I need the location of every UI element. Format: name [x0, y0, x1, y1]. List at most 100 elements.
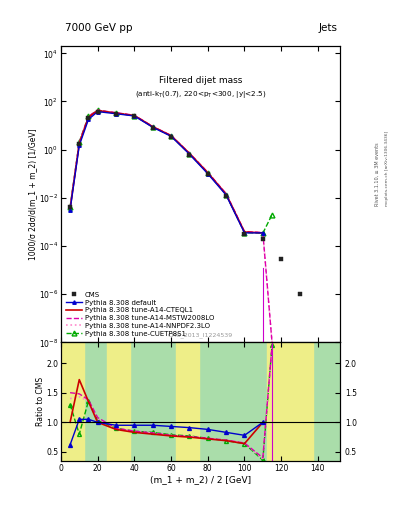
- Pythia 8.308 tune-A14-NNPDF2.3LO: [187, 150, 192, 156]
- Text: Rivet 3.1.10, ≥ 3M events: Rivet 3.1.10, ≥ 3M events: [375, 142, 380, 206]
- Pythia 8.308 tune-A14-CTEQL1: [242, 229, 247, 235]
- Pythia 8.308 tune-CUETP8S1: [187, 151, 192, 157]
- Pythia 8.308 tune-CUETP8S1: [151, 124, 155, 130]
- Pythia 8.308 tune-A14-MSTW2008LO: [132, 112, 137, 118]
- Pythia 8.308 tune-A14-MSTW2008LO: [242, 228, 247, 234]
- Pythia 8.308 default: [224, 192, 228, 198]
- Pythia 8.308 default: [77, 142, 82, 148]
- Pythia 8.308 tune-A14-NNPDF2.3LO: [206, 169, 210, 176]
- Pythia 8.308 tune-A14-NNPDF2.3LO: [242, 229, 247, 235]
- CMS: [242, 231, 247, 238]
- Line: Pythia 8.308 tune-A14-CTEQL1: Pythia 8.308 tune-A14-CTEQL1: [70, 111, 263, 233]
- Line: Pythia 8.308 default: Pythia 8.308 default: [68, 110, 264, 234]
- Pythia 8.308 tune-A14-CTEQL1: [114, 110, 118, 116]
- CMS: [206, 170, 210, 177]
- CMS: [261, 236, 265, 242]
- Pythia 8.308 tune-A14-CTEQL1: [206, 169, 210, 176]
- CMS: [297, 291, 302, 297]
- Pythia 8.308 default: [187, 151, 192, 157]
- Pythia 8.308 tune-A14-CTEQL1: [187, 151, 192, 157]
- Pythia 8.308 tune-CUETP8S1: [114, 110, 118, 116]
- Pythia 8.308 default: [169, 133, 173, 139]
- Text: mcplots.cern.ch [arXiv:1306.3436]: mcplots.cern.ch [arXiv:1306.3436]: [385, 131, 389, 206]
- Line: Pythia 8.308 tune-A14-MSTW2008LO: Pythia 8.308 tune-A14-MSTW2008LO: [70, 110, 272, 343]
- Pythia 8.308 tune-A14-NNPDF2.3LO: [169, 133, 173, 139]
- Text: 7000 GeV pp: 7000 GeV pp: [65, 23, 132, 33]
- Legend: CMS, Pythia 8.308 default, Pythia 8.308 tune-A14-CTEQL1, Pythia 8.308 tune-A14-M: CMS, Pythia 8.308 default, Pythia 8.308 …: [64, 290, 216, 339]
- Pythia 8.308 tune-A14-MSTW2008LO: [151, 123, 155, 130]
- Pythia 8.308 default: [132, 113, 137, 119]
- Pythia 8.308 tune-CUETP8S1: [270, 211, 274, 218]
- Pythia 8.308 tune-A14-MSTW2008LO: [95, 107, 100, 113]
- Y-axis label: 1000/σ 2dσ/d(m_1 + m_2) [1/GeV]: 1000/σ 2dσ/d(m_1 + m_2) [1/GeV]: [28, 129, 37, 260]
- CMS: [86, 115, 91, 121]
- CMS: [77, 141, 82, 147]
- Line: CMS: CMS: [68, 109, 302, 296]
- Pythia 8.308 tune-A14-NNPDF2.3LO: [270, 339, 274, 346]
- Pythia 8.308 tune-CUETP8S1: [206, 170, 210, 176]
- Pythia 8.308 tune-CUETP8S1: [68, 204, 72, 210]
- Pythia 8.308 tune-CUETP8S1: [261, 230, 265, 236]
- Text: Jets: Jets: [319, 23, 338, 33]
- Pythia 8.308 tune-A14-CTEQL1: [86, 114, 91, 120]
- Pythia 8.308 tune-A14-NNPDF2.3LO: [77, 140, 82, 146]
- Pythia 8.308 tune-A14-NNPDF2.3LO: [68, 205, 72, 211]
- CMS: [95, 109, 100, 115]
- CMS: [187, 152, 192, 158]
- Pythia 8.308 tune-CUETP8S1: [132, 113, 137, 119]
- CMS: [114, 111, 118, 117]
- Bar: [267, 343, 313, 461]
- Pythia 8.308 tune-A14-NNPDF2.3LO: [261, 230, 265, 236]
- Pythia 8.308 tune-A14-MSTW2008LO: [261, 229, 265, 236]
- Pythia 8.308 default: [114, 111, 118, 117]
- Bar: [107, 343, 130, 461]
- Pythia 8.308 default: [151, 124, 155, 131]
- Line: Pythia 8.308 tune-A14-NNPDF2.3LO: Pythia 8.308 tune-A14-NNPDF2.3LO: [70, 110, 272, 343]
- Pythia 8.308 tune-A14-MSTW2008LO: [270, 339, 274, 346]
- Text: Filtered dijet mass: Filtered dijet mass: [159, 76, 242, 84]
- Bar: [61, 343, 84, 461]
- Pythia 8.308 default: [261, 230, 265, 236]
- Bar: [176, 343, 198, 461]
- CMS: [169, 134, 173, 140]
- Pythia 8.308 tune-A14-CTEQL1: [95, 108, 100, 114]
- Pythia 8.308 tune-A14-MSTW2008LO: [206, 169, 210, 175]
- Pythia 8.308 tune-A14-NNPDF2.3LO: [151, 123, 155, 130]
- Pythia 8.308 tune-CUETP8S1: [242, 229, 247, 236]
- Pythia 8.308 tune-A14-MSTW2008LO: [224, 190, 228, 197]
- Pythia 8.308 tune-CUETP8S1: [169, 133, 173, 139]
- Line: Pythia 8.308 tune-CUETP8S1: Pythia 8.308 tune-CUETP8S1: [68, 108, 274, 236]
- Pythia 8.308 tune-CUETP8S1: [86, 113, 91, 119]
- Pythia 8.308 tune-A14-NNPDF2.3LO: [114, 110, 118, 116]
- CMS: [132, 113, 137, 119]
- CMS: [68, 204, 72, 210]
- Pythia 8.308 tune-A14-CTEQL1: [224, 191, 228, 197]
- Pythia 8.308 tune-A14-MSTW2008LO: [68, 205, 72, 211]
- Pythia 8.308 tune-A14-NNPDF2.3LO: [86, 114, 91, 120]
- Pythia 8.308 default: [68, 207, 72, 213]
- Y-axis label: Ratio to CMS: Ratio to CMS: [36, 377, 45, 426]
- Pythia 8.308 tune-A14-MSTW2008LO: [187, 150, 192, 156]
- Pythia 8.308 default: [86, 116, 91, 122]
- Pythia 8.308 tune-A14-NNPDF2.3LO: [132, 112, 137, 118]
- Pythia 8.308 tune-A14-MSTW2008LO: [77, 139, 82, 145]
- Pythia 8.308 tune-A14-MSTW2008LO: [86, 113, 91, 119]
- X-axis label: (m_1 + m_2) / 2 [GeV]: (m_1 + m_2) / 2 [GeV]: [150, 475, 251, 484]
- CMS: [279, 255, 284, 262]
- Pythia 8.308 tune-A14-CTEQL1: [77, 140, 82, 146]
- Pythia 8.308 tune-CUETP8S1: [224, 191, 228, 198]
- Pythia 8.308 tune-A14-CTEQL1: [132, 113, 137, 119]
- Pythia 8.308 default: [95, 109, 100, 115]
- Pythia 8.308 tune-CUETP8S1: [77, 139, 82, 145]
- CMS: [151, 125, 155, 131]
- Pythia 8.308 tune-A14-MSTW2008LO: [169, 132, 173, 138]
- Pythia 8.308 tune-A14-CTEQL1: [151, 123, 155, 130]
- Pythia 8.308 tune-A14-CTEQL1: [261, 230, 265, 236]
- Pythia 8.308 tune-A14-MSTW2008LO: [114, 110, 118, 116]
- Text: (anti-k$_\mathregular{T}$(0.7), 220<p$_\mathregular{T}$<300, |y|<2.5): (anti-k$_\mathregular{T}$(0.7), 220<p$_\…: [135, 89, 266, 100]
- Pythia 8.308 tune-A14-NNPDF2.3LO: [224, 191, 228, 197]
- Pythia 8.308 default: [242, 230, 247, 236]
- Text: CMS_2013_I1224539: CMS_2013_I1224539: [168, 332, 233, 338]
- Pythia 8.308 tune-CUETP8S1: [95, 107, 100, 113]
- Pythia 8.308 tune-A14-CTEQL1: [68, 206, 72, 212]
